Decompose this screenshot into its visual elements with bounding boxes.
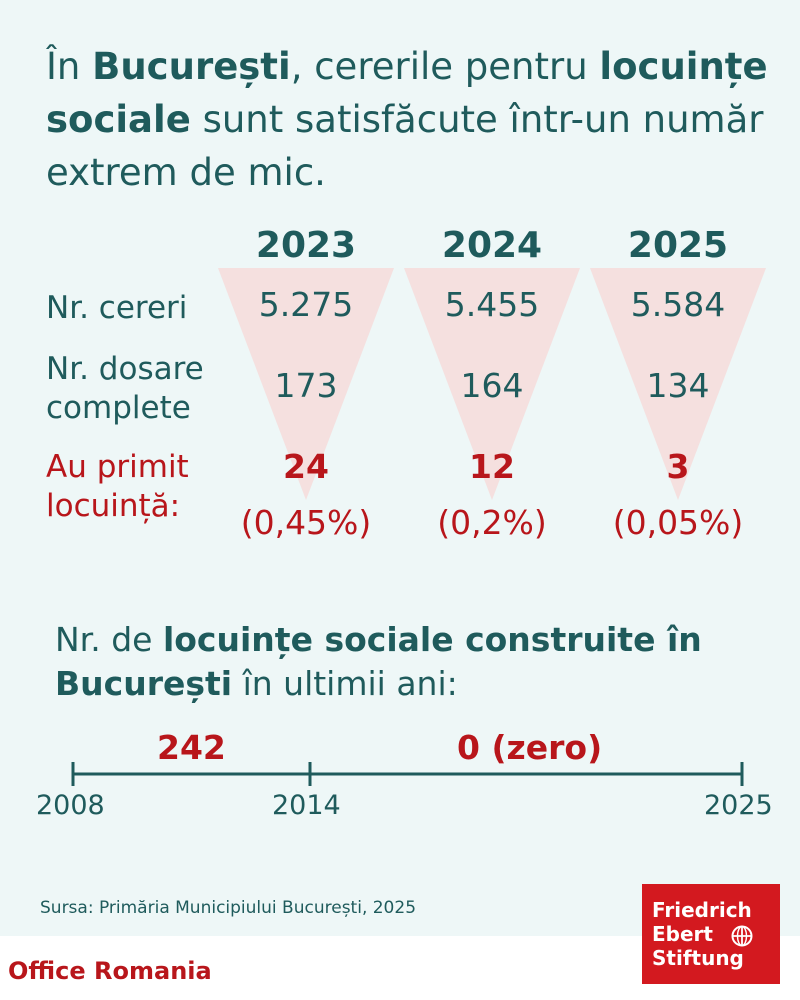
complete-2024: 164 [460,366,524,405]
year-header-2024: 2024 [441,225,543,266]
triangle-2025 [590,268,766,500]
headline: În București, cererile pentru locuințe s… [46,40,776,199]
complete-2025: 134 [646,366,710,405]
fes-logo: Friedrich Ebert Stiftung [642,884,780,984]
globe-icon [731,925,753,947]
received-2024: 12 [469,447,515,486]
row-label-received-2: locuință: [46,488,181,524]
timeline-label-2008: 2008 [36,790,105,821]
office-romania-label: Office Romania [8,957,212,985]
complete-2023: 173 [274,366,338,405]
received-pct-2025: (0,05%) [612,503,744,542]
year-header-2023: 2023 [255,225,357,266]
row-label-received-1: Au primit [46,449,189,485]
requests-2024: 5.455 [444,285,540,324]
year-header-2025: 2025 [627,225,729,266]
received-pct-2023: (0,45%) [240,503,372,542]
timeline-label-2025: 2025 [704,790,773,821]
received-2023: 24 [283,447,329,486]
received-2025: 3 [666,447,690,486]
triangle-2023 [218,268,394,500]
timeline-value-2008-2014: 242 [157,728,226,767]
row-label-requests: Nr. cereri [46,290,188,326]
timeline-value-2014-2025: 0 (zero) [457,728,603,767]
requests-2025: 5.584 [630,285,726,324]
source-note: Sursa: Primăria Municipiului București, … [40,898,417,918]
triangle-2024 [404,268,580,500]
received-pct-2024: (0,2%) [437,503,547,542]
headline-part-1: În [46,45,93,88]
headline-part-2: , cererile pentru [290,45,600,88]
requests-2023: 5.275 [258,285,354,324]
timeline-label-2014: 2014 [272,790,341,821]
headline-housing: locuințe sociale [46,45,768,141]
headline-part-3: sunt satisfăcute într-un număr extrem de… [46,98,764,194]
row-label-complete-2: complete [46,390,191,426]
timeline-heading-bold: locuințe sociale construite în București [55,620,702,703]
headline-city: București [92,45,291,88]
logo-line-1: Friedrich [652,898,752,922]
timeline-heading: Nr. de locuințe sociale construite în Bu… [55,618,755,706]
logo-line-2: Ebert [652,922,713,946]
timeline-heading-part-2: în ultimii ani: [232,664,458,703]
row-label-complete-1: Nr. dosare [46,351,204,387]
timeline-heading-part-1: Nr. de [55,620,163,659]
logo-line-3: Stiftung [652,946,744,970]
